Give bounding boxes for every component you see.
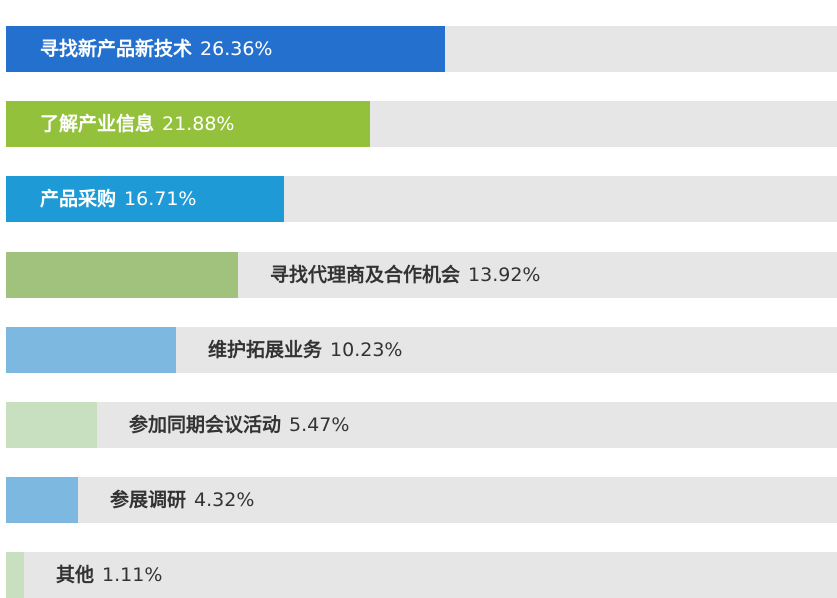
bar-label: 其他 1.11%	[56, 552, 162, 598]
category-label: 寻找代理商及合作机会	[270, 263, 461, 286]
bar-track: 参加同期会议活动 5.47%	[6, 402, 837, 448]
category-label: 了解产业信息	[40, 112, 155, 135]
bar	[6, 327, 176, 373]
bar	[6, 101, 370, 147]
bar	[6, 26, 445, 72]
bar-label: 了解产业信息 21.88%	[40, 101, 234, 147]
value-label: 13.92%	[468, 263, 541, 286]
bar-track: 其他 1.11%	[6, 552, 837, 598]
value-label: 1.11%	[102, 563, 163, 586]
bar	[6, 402, 97, 448]
value-label: 5.47%	[289, 413, 350, 436]
bar-track: 寻找代理商及合作机会 13.92%	[6, 252, 837, 298]
bar-track: 了解产业信息 21.88%	[6, 101, 837, 147]
bar-label: 参加同期会议活动 5.47%	[129, 402, 349, 448]
bar-label: 寻找新产品新技术 26.36%	[40, 26, 272, 72]
bar-label: 产品采购 16.71%	[40, 176, 196, 222]
bar	[6, 252, 238, 298]
value-label: 10.23%	[330, 338, 403, 361]
bar-label: 维护拓展业务 10.23%	[208, 327, 402, 373]
bar-track: 维护拓展业务 10.23%	[6, 327, 837, 373]
category-label: 寻找新产品新技术	[40, 37, 193, 60]
category-label: 其他	[56, 563, 95, 586]
bar-label: 寻找代理商及合作机会 13.92%	[270, 252, 540, 298]
category-label: 参加同期会议活动	[129, 413, 282, 436]
category-label: 产品采购	[40, 187, 117, 210]
bar	[6, 477, 78, 523]
value-label: 21.88%	[162, 112, 235, 135]
value-label: 4.32%	[194, 488, 255, 511]
bar-label: 参展调研 4.32%	[110, 477, 254, 523]
bar-track: 寻找新产品新技术 26.36%	[6, 26, 837, 72]
value-label: 16.71%	[124, 187, 197, 210]
bar	[6, 552, 24, 598]
bar-track: 参展调研 4.32%	[6, 477, 837, 523]
bar-track: 产品采购 16.71%	[6, 176, 837, 222]
category-label: 维护拓展业务	[208, 338, 323, 361]
bar	[6, 176, 284, 222]
value-label: 26.36%	[200, 37, 273, 60]
category-label: 参展调研	[110, 488, 187, 511]
